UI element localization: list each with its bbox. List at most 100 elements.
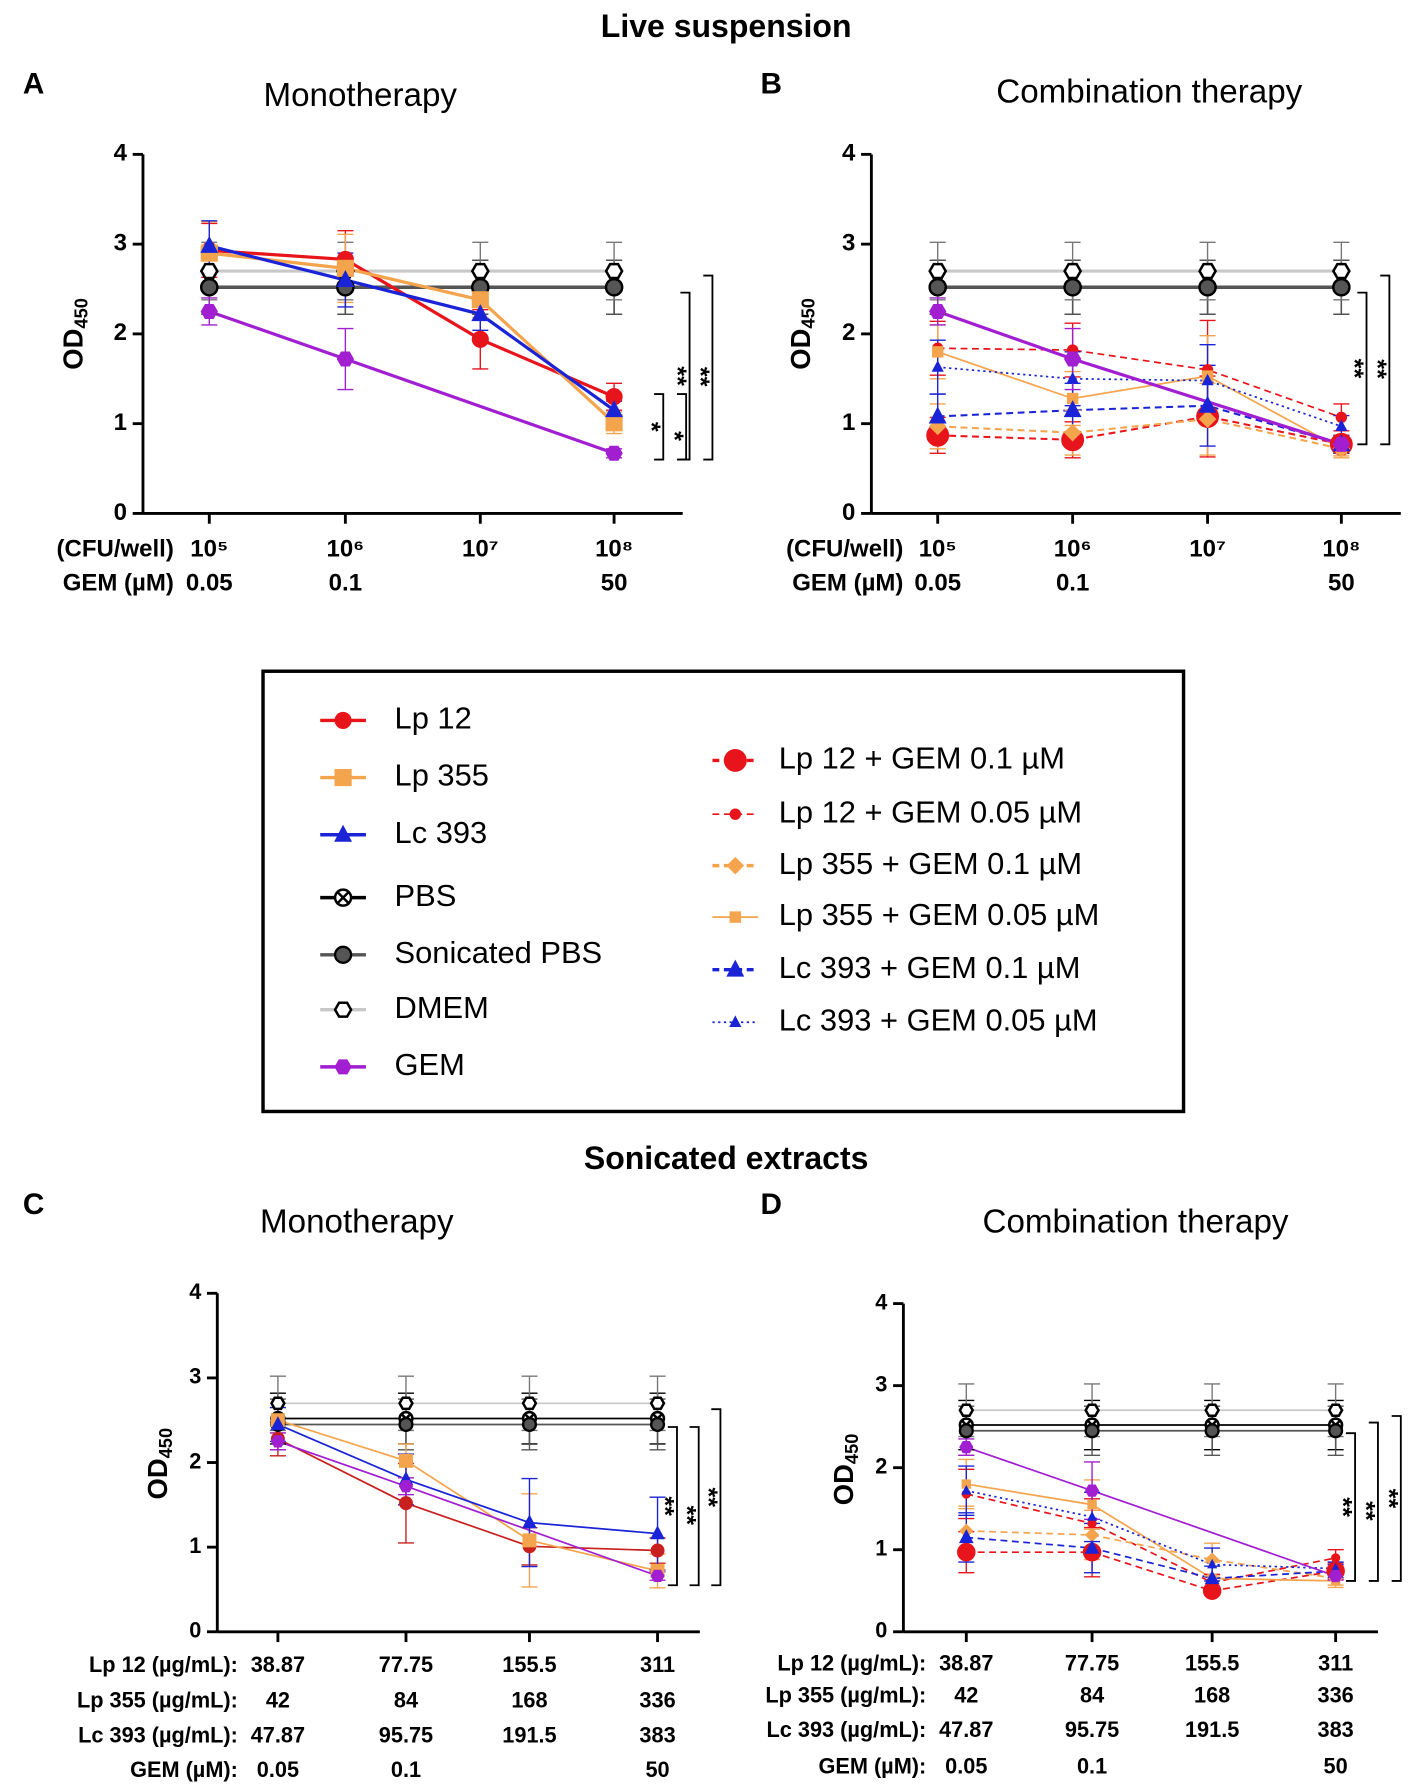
marker (199, 262, 219, 280)
y-tick-label: 1 (114, 409, 127, 436)
marker (336, 351, 355, 367)
plot (199, 220, 624, 461)
x-tick-label: 77.75 (1065, 1651, 1119, 1676)
legend-label: Lp 355 (395, 758, 489, 793)
marker (1204, 1423, 1220, 1439)
x-tick-label: 0.1 (329, 570, 362, 597)
significance-bracket (676, 393, 688, 461)
chart-title: Combination therapy (983, 1203, 1289, 1240)
y-tick-label: 0 (114, 499, 127, 526)
series-line (277, 1440, 658, 1577)
significance-label: ** (694, 1487, 722, 1507)
section-title: Live suspension (601, 8, 852, 44)
x-tick-label: 50 (1328, 570, 1355, 597)
x-tick-label: 95.75 (1065, 1717, 1119, 1742)
marker (1331, 262, 1351, 280)
legend-label: GEM (395, 1047, 465, 1082)
significance-bracket (667, 1426, 678, 1587)
legend-label: PBS (395, 878, 457, 913)
legend-box (261, 669, 1186, 1114)
marker (1204, 1570, 1220, 1585)
marker (270, 1396, 286, 1411)
x-tick-label: 311 (1318, 1651, 1353, 1676)
y-axis-label-sub: 450 (155, 1428, 176, 1459)
marker (649, 1396, 666, 1411)
x-tick-label: 77.75 (379, 1652, 433, 1677)
x-tick-label: 50 (601, 570, 628, 597)
x-tick-label: 383 (1318, 1717, 1354, 1742)
series-line (966, 1489, 1336, 1570)
marker (200, 278, 219, 297)
series-line (966, 1530, 1336, 1580)
marker (1063, 351, 1082, 367)
x-row-label: GEM (µM): (818, 1754, 926, 1779)
y-tick-label: 4 (875, 1289, 887, 1314)
significance-bracket (1368, 1421, 1379, 1582)
series-line (209, 251, 616, 424)
y-tick-label: 3 (875, 1371, 887, 1396)
y-axis-label: OD450 (785, 298, 818, 370)
section-title: Sonicated extracts (584, 1140, 869, 1176)
y-tick-label: 0 (875, 1618, 887, 1643)
series-line (966, 1536, 1336, 1580)
marker (398, 1480, 414, 1493)
y-tick-label: 4 (114, 140, 128, 167)
x-tick-label: 84 (1080, 1683, 1104, 1708)
significance-bracket (1357, 291, 1368, 446)
significance-label: ** (1374, 1489, 1402, 1509)
series-line (208, 309, 615, 455)
series-line (966, 1493, 1336, 1584)
x-tick-label: 155.5 (1185, 1651, 1239, 1676)
plot (269, 1375, 666, 1589)
marker (931, 346, 944, 358)
y-tick-label: 2 (842, 319, 855, 346)
x-tick-label: 191.5 (1185, 1717, 1239, 1742)
marker (334, 1059, 352, 1075)
marker (1198, 395, 1217, 413)
marker (957, 1542, 976, 1562)
marker (959, 1441, 974, 1454)
y-tick-label: 1 (875, 1535, 887, 1560)
x-tick-label: 42 (954, 1683, 978, 1708)
x-tick-label: 47.87 (939, 1717, 993, 1742)
significance-bracket (680, 291, 691, 461)
x-tick-label: 0.1 (391, 1757, 421, 1782)
marker (1198, 262, 1218, 280)
plot (957, 1383, 1345, 1601)
legend-label: Lc 393 + GEM 0.05 µM (779, 1002, 1098, 1037)
marker (1063, 278, 1082, 297)
marker (605, 445, 623, 461)
x-tick-label: 10⁵ (919, 535, 957, 562)
legend-label: Lp 355 + GEM 0.1 µM (779, 846, 1082, 881)
marker (723, 748, 747, 772)
marker (931, 360, 944, 372)
marker (333, 945, 353, 964)
x-tick-label: 10⁷ (1189, 535, 1226, 562)
marker (1207, 1558, 1218, 1569)
series-line (208, 244, 616, 412)
marker (1332, 436, 1351, 452)
x-tick-label: 10⁷ (462, 535, 499, 562)
significance-bracket (703, 274, 714, 461)
marker (1084, 1527, 1100, 1543)
marker (334, 769, 352, 787)
y-tick-label: 4 (189, 1279, 201, 1304)
marker (1201, 373, 1214, 386)
x-tick-label: 336 (1318, 1683, 1354, 1708)
x-row-label: Lp 355 (µg/mL): (765, 1683, 926, 1708)
marker (270, 1416, 286, 1431)
panel-letter: C (23, 1188, 44, 1221)
series-line (937, 347, 1342, 419)
marker (1085, 1484, 1100, 1497)
marker (961, 1484, 972, 1495)
y-tick-label: 0 (842, 499, 855, 526)
significance-label: ** (1363, 359, 1391, 379)
x-tick-label: 155.5 (502, 1652, 556, 1677)
series-line (277, 1423, 658, 1535)
y-tick-label: 0 (189, 1618, 201, 1643)
y-tick-label: 3 (114, 229, 127, 256)
marker (398, 1496, 413, 1511)
series-line (937, 351, 1342, 450)
x-row-label: GEM (µM) (63, 570, 174, 597)
